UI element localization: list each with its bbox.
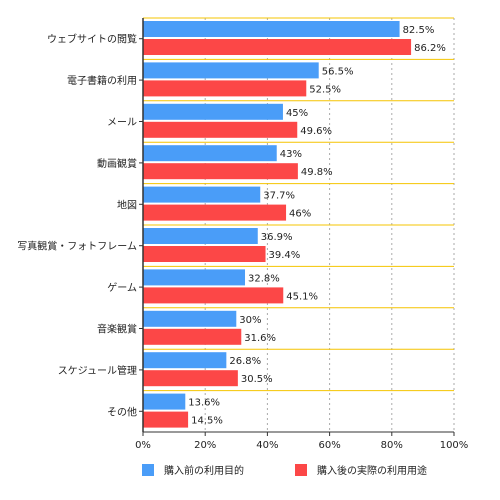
y-tick-label: 写真観賞・フォトフレーム [17, 240, 137, 253]
bar [143, 228, 258, 244]
bar [143, 411, 189, 428]
bar [143, 204, 287, 221]
data-label: 56.5% [322, 66, 354, 77]
data-label: 45% [286, 108, 308, 119]
bar [143, 370, 238, 387]
legend-item-after: 購入後の実際の利用用途 [295, 462, 427, 477]
data-label: 36.9% [261, 232, 293, 243]
y-tick-label: スケジュール管理 [58, 364, 137, 377]
legend-label-before: 購入前の利用目的 [164, 466, 244, 477]
bar [143, 39, 412, 55]
y-tick-label: その他 [107, 405, 137, 418]
y-tick-label: ウェブサイトの閲覧 [47, 33, 137, 46]
x-tick-label: 0% [135, 440, 151, 451]
bar [143, 393, 186, 410]
data-label: 45.1% [286, 291, 318, 302]
y-tick-label: 地図 [117, 198, 137, 211]
data-label: 31.6% [244, 333, 276, 344]
legend-item-before: 購入前の利用目的 [142, 462, 244, 477]
bar [143, 310, 237, 327]
data-label: 32.8% [248, 273, 280, 284]
bar [143, 269, 246, 286]
bar [143, 186, 261, 203]
data-label: 46% [289, 209, 311, 220]
data-label: 43% [280, 149, 302, 160]
bar [143, 103, 283, 120]
data-label: 37.7% [263, 191, 295, 202]
bar [143, 145, 277, 162]
data-label: 82.5% [403, 25, 435, 36]
bar [143, 62, 319, 79]
bar [143, 246, 266, 262]
legend-swatch-before [142, 463, 154, 476]
data-label: 14.5% [191, 416, 223, 427]
y-tick-label: 動画観賞 [97, 157, 137, 170]
bar [143, 80, 307, 97]
y-tick-label: 音楽観賞 [97, 323, 137, 336]
legend-swatch-after [295, 463, 307, 476]
data-label: 49.8% [301, 167, 333, 178]
data-label: 86.2% [414, 43, 446, 54]
bar [143, 328, 242, 345]
legend-label-after: 購入後の実際の利用用途 [317, 466, 427, 477]
x-tick-label: 60% [318, 440, 340, 451]
x-tick-label: 80% [381, 440, 403, 451]
bar [143, 352, 227, 369]
bar [143, 287, 284, 304]
x-tick-label: 20% [194, 440, 216, 451]
data-label: 39.4% [269, 250, 301, 261]
bar [143, 163, 298, 180]
x-tick-label: 100% [440, 440, 469, 451]
data-label: 52.5% [309, 84, 341, 95]
data-label: 26.8% [229, 356, 261, 367]
data-label: 30% [239, 315, 261, 326]
bar [143, 121, 298, 138]
data-label: 30.5% [241, 374, 273, 385]
bar [143, 21, 400, 37]
data-label: 49.6% [300, 126, 332, 137]
data-label: 13.6% [188, 398, 220, 409]
legend: 購入前の利用目的 購入後の実際の利用用途 [0, 462, 500, 482]
x-tick-label: 40% [256, 440, 278, 451]
y-tick-label: メール [107, 118, 137, 129]
y-tick-label: ゲーム [107, 282, 137, 294]
y-tick-label: 電子書籍の利用 [67, 74, 137, 87]
